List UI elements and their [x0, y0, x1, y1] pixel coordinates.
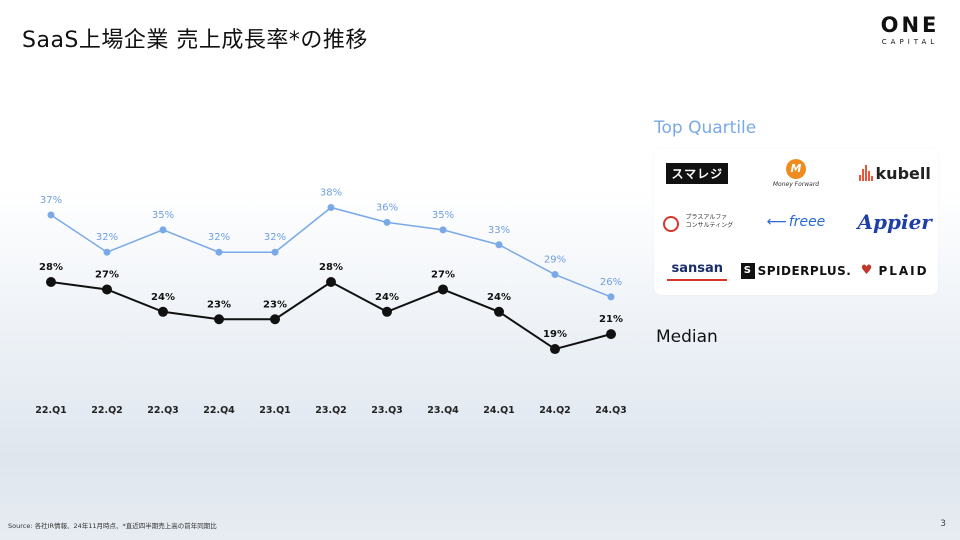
money-forward-text: Money Forward — [772, 180, 820, 188]
median-data-label: 24% — [375, 292, 399, 303]
plaid-heart-icon: ♥ — [860, 263, 875, 279]
x-tick-label: 23.Q1 — [259, 405, 291, 416]
plus-alpha-line2: コンサルティング — [685, 221, 734, 229]
plus-alpha-line1: プラスアルファ — [685, 213, 728, 221]
median-point-23.Q2 — [326, 277, 336, 287]
median-data-label: 27% — [95, 269, 119, 280]
x-tick-label: 23.Q2 — [315, 405, 347, 416]
plus-alpha-text: プラスアルファ コンサルティング — [685, 214, 733, 230]
top-quartile-data-label: 32% — [96, 232, 118, 243]
appier-logo: Appier — [857, 209, 932, 234]
x-tick-label: 24.Q3 — [595, 405, 627, 416]
kubell-logo: kubell — [858, 163, 931, 183]
median-point-23.Q1 — [270, 314, 280, 325]
kubell-text: kubell — [875, 163, 931, 183]
page-title: SaaS上場企業 売上成長率*の推移 — [22, 28, 368, 53]
top-quartile-data-label: 26% — [600, 277, 622, 288]
x-tick-label: 23.Q3 — [371, 405, 403, 416]
median-point-22.Q3 — [158, 306, 168, 317]
top-quartile-point-24.Q1 — [495, 241, 503, 249]
top-quartile-data-label: 38% — [320, 188, 342, 199]
kubell-icon — [858, 165, 873, 182]
plus-alpha-logo: プラスアルファ コンサルティング — [661, 214, 733, 232]
x-tick-label: 22.Q4 — [203, 405, 235, 416]
plus-alpha-icon — [661, 214, 681, 232]
top-quartile-point-22.Q2 — [103, 248, 111, 256]
top-quartile-data-label: 37% — [40, 195, 62, 206]
legend-median: Median — [656, 327, 718, 347]
sansan-underline — [667, 278, 728, 281]
median-data-label: 21% — [599, 314, 623, 325]
top-quartile-data-label: 32% — [208, 232, 230, 243]
x-tick-label: 23.Q4 — [427, 405, 459, 416]
median-point-24.Q2 — [550, 344, 560, 355]
spiderplus-logo: S SPIDERPLUS. — [740, 262, 852, 279]
median-series-line — [50, 280, 612, 351]
median-point-24.Q3 — [606, 329, 616, 340]
median-data-label: 28% — [39, 262, 63, 273]
top-quartile-point-22.Q3 — [159, 226, 167, 234]
median-data-label: 24% — [487, 292, 511, 303]
top-quartile-point-23.Q4 — [439, 226, 447, 234]
median-data-label: 19% — [543, 329, 567, 340]
median-point-22.Q1 — [46, 277, 56, 287]
sansan-text: sansan — [671, 260, 724, 276]
x-tick-label: 22.Q1 — [35, 405, 67, 416]
plaid-logo: ♥ PLAID — [861, 263, 929, 278]
source-note: Source: 各社IR情報、24年11月時点、*直近四半期売上高の前年同期比 — [8, 522, 217, 530]
spiderplus-mark: S — [740, 262, 755, 279]
legend-top-quartile: Top Quartile — [654, 118, 757, 138]
median-point-22.Q4 — [214, 314, 224, 325]
plaid-text: PLAID — [878, 263, 929, 278]
page-number: 3 — [940, 519, 946, 529]
freee-text: freee — [788, 213, 826, 230]
top-quartile-point-24.Q3 — [607, 293, 615, 301]
sansan-logo: sansan — [667, 260, 728, 281]
smaregi-logo: スマレジ — [666, 162, 729, 184]
top-quartile-data-label: 36% — [376, 202, 398, 213]
top-quartile-logos: スマレジ M Money Forward kubell プラスアルファ コンサル… — [654, 149, 938, 295]
top-quartile-point-23.Q1 — [271, 248, 279, 256]
median-data-label: 24% — [151, 292, 175, 303]
top-quartile-point-23.Q3 — [383, 218, 391, 226]
top-quartile-data-label: 32% — [264, 232, 286, 243]
spiderplus-text: SPIDERPLUS. — [757, 263, 852, 278]
top-quartile-point-22.Q4 — [215, 248, 223, 256]
x-tick-label: 24.Q2 — [539, 405, 571, 416]
median-data-label: 23% — [207, 299, 231, 310]
median-point-22.Q2 — [102, 284, 112, 295]
top-quartile-point-23.Q2 — [327, 204, 335, 211]
freee-bird-icon: ⟵ — [766, 213, 787, 230]
top-quartile-point-24.Q2 — [551, 271, 559, 279]
median-point-23.Q4 — [438, 284, 448, 295]
top-quartile-data-label: 29% — [544, 255, 566, 266]
x-tick-label: 22.Q3 — [147, 405, 179, 416]
x-tick-label: 24.Q1 — [483, 405, 515, 416]
one-capital-logo: ONE CAPITAL — [874, 14, 946, 46]
freee-logo: ⟵ freee — [767, 214, 826, 230]
logo-main-text: ONE — [880, 13, 940, 37]
money-forward-mark: M — [785, 158, 806, 179]
top-quartile-data-label: 35% — [152, 210, 174, 221]
median-data-label: 23% — [263, 299, 287, 310]
logo-sub-text: CAPITAL — [881, 38, 939, 46]
top-quartile-point-22.Q1 — [47, 211, 55, 219]
median-data-label: 27% — [431, 269, 455, 280]
top-quartile-data-label: 33% — [488, 225, 510, 236]
median-data-label: 28% — [319, 262, 343, 273]
median-point-24.Q1 — [494, 306, 504, 317]
top-quartile-data-label: 35% — [432, 210, 454, 221]
x-tick-label: 22.Q2 — [91, 405, 123, 416]
money-forward-logo: M Money Forward — [772, 158, 820, 188]
median-point-23.Q3 — [382, 306, 392, 317]
